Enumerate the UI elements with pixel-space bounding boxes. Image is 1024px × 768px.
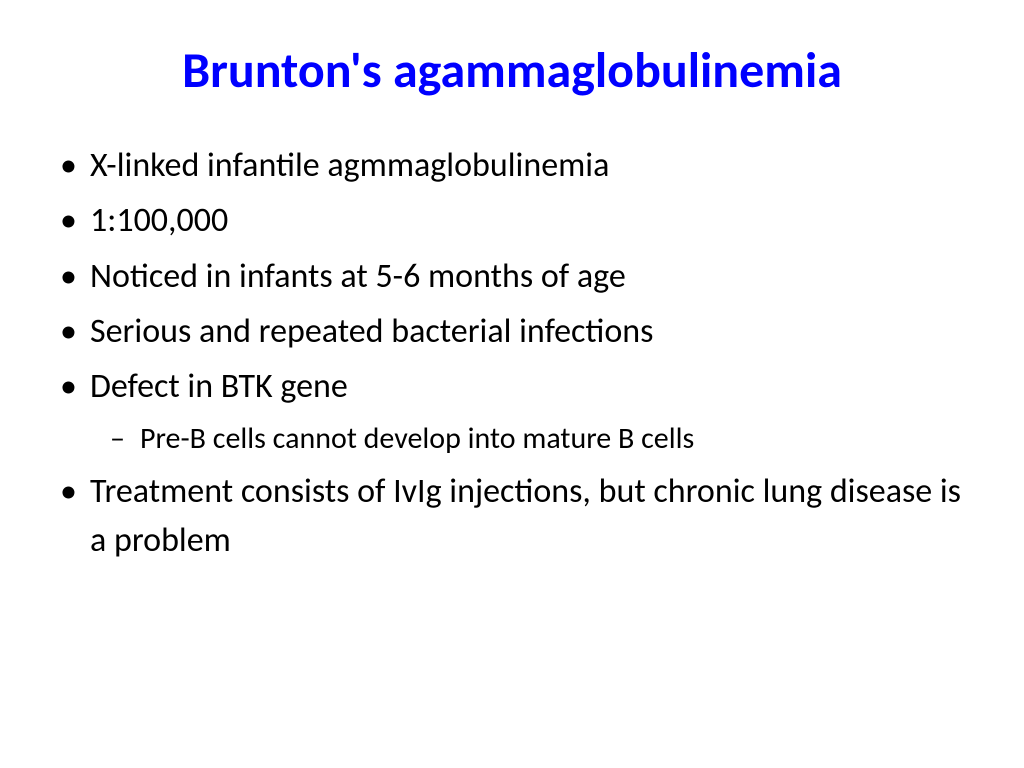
list-item: Defect in BTK gene	[50, 362, 974, 411]
sub-list-item: Pre-B cells cannot develop into mature B…	[50, 417, 974, 461]
list-item: Noticed in infants at 5-6 months of age	[50, 252, 974, 301]
list-item: Treatment consists of IvIg injections, b…	[50, 467, 974, 566]
list-item: Serious and repeated bacterial infection…	[50, 307, 974, 356]
list-item: 1:100,000	[50, 196, 974, 245]
slide-title: Brunton's agammaglobulinemia	[50, 40, 974, 101]
list-item: X-linked infantile agmmaglobulinemia	[50, 141, 974, 190]
bullet-list: X-linked infantile agmmaglobulinemia 1:1…	[50, 141, 974, 566]
